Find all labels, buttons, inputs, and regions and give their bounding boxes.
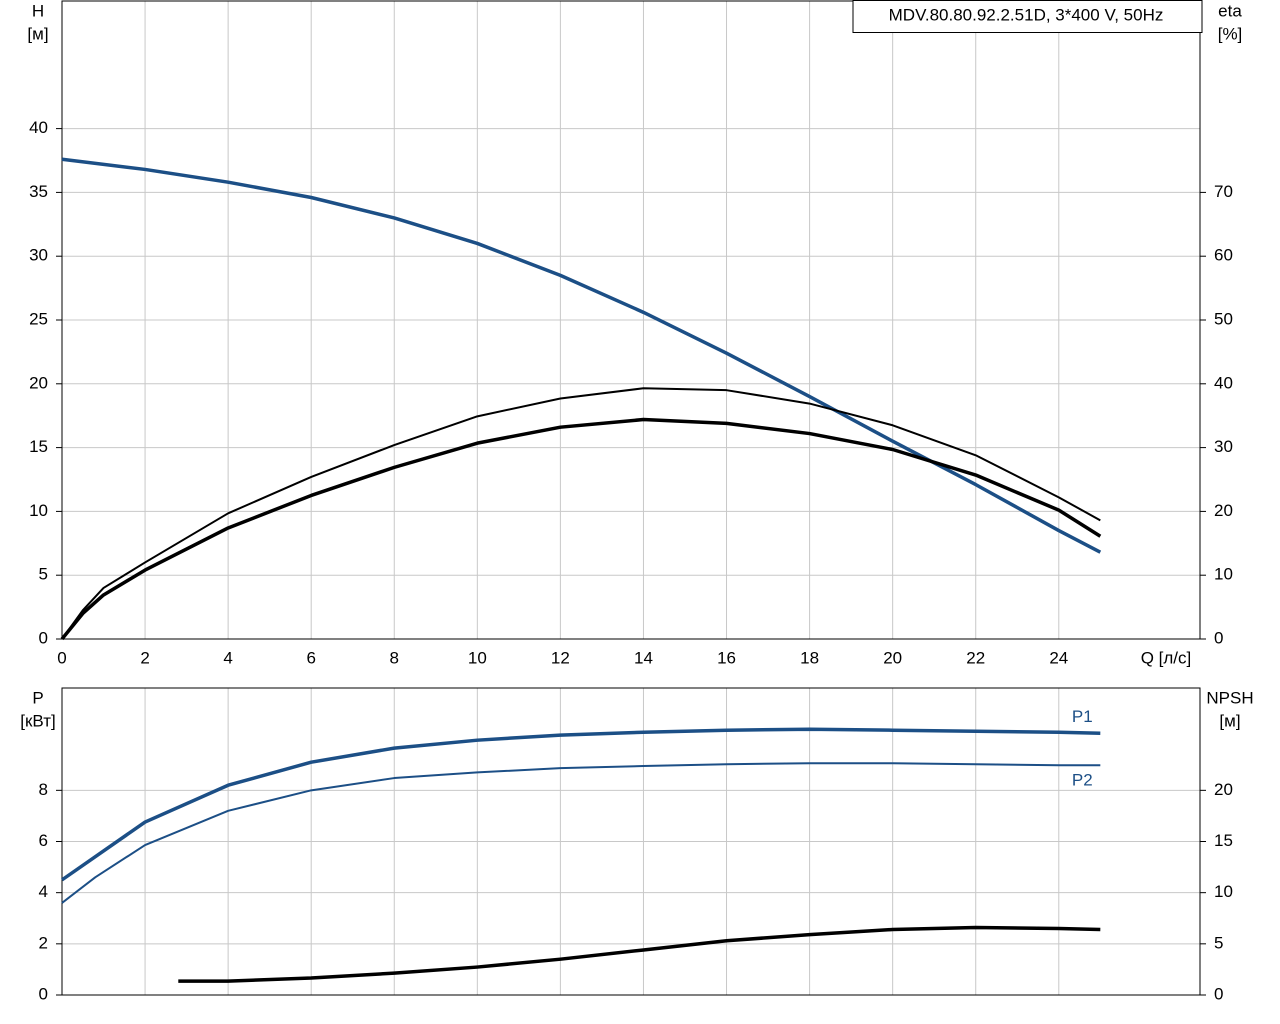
curve — [60, 417, 1102, 641]
y-tick-label: 30 — [29, 246, 48, 265]
y2-tick-label: 0 — [1214, 984, 1223, 1003]
x-tick-label: 16 — [717, 648, 736, 667]
y-tick-label: 0 — [39, 984, 48, 1003]
curve — [61, 762, 1101, 904]
y2-tick-label: 0 — [1214, 628, 1223, 647]
y2-tick-label: 60 — [1214, 246, 1233, 265]
curve — [61, 157, 1102, 554]
y2-tick-label: 20 — [1214, 501, 1233, 520]
y2-tick-label: 50 — [1214, 309, 1233, 328]
y2-tick-label: 40 — [1214, 373, 1233, 392]
curve — [61, 727, 1101, 882]
y2-tick-label: 15 — [1214, 831, 1233, 850]
y-tick-label: 15 — [29, 437, 48, 456]
curve — [61, 387, 1101, 640]
y2-axis-label: [м] — [1219, 711, 1240, 730]
x-tick-label: 0 — [57, 648, 66, 667]
y-tick-label: 0 — [39, 628, 48, 647]
y-tick-label: 2 — [39, 933, 48, 952]
y-axis-label: P — [32, 688, 43, 707]
y2-axis-label: [%] — [1218, 24, 1243, 43]
plot-border — [61, 687, 1201, 996]
x-tick-label: 18 — [800, 648, 819, 667]
series-label: P1 — [1072, 707, 1093, 726]
y2-tick-label: 10 — [1214, 565, 1233, 584]
x-tick-label: 14 — [634, 648, 653, 667]
plot-border — [61, 0, 1201, 640]
y2-tick-label: 10 — [1214, 882, 1233, 901]
y-tick-label: 40 — [29, 118, 48, 137]
y2-axis-label: NPSH — [1206, 688, 1253, 707]
curve — [178, 925, 1101, 983]
y-axis-label: [м] — [27, 24, 48, 43]
x-tick-label: 2 — [140, 648, 149, 667]
chart-title: MDV.80.80.92.2.51D, 3*400 V, 50Hz — [889, 5, 1164, 24]
x-tick-label: 6 — [306, 648, 315, 667]
y2-tick-label: 20 — [1214, 780, 1233, 799]
y-tick-label: 4 — [39, 882, 48, 901]
y-tick-label: 35 — [29, 182, 48, 201]
y-tick-label: 25 — [29, 309, 48, 328]
x-tick-label: 10 — [468, 648, 487, 667]
x-axis-label: Q [л/с] — [1141, 648, 1192, 667]
x-tick-label: 24 — [1049, 648, 1068, 667]
x-tick-label: 8 — [390, 648, 399, 667]
y-tick-label: 10 — [29, 501, 48, 520]
y2-axis-label: eta — [1218, 1, 1242, 20]
y-tick-label: 5 — [39, 565, 48, 584]
title-box — [852, 0, 1203, 33]
y-tick-label: 6 — [39, 831, 48, 850]
y-tick-label: 20 — [29, 373, 48, 392]
x-tick-label: 4 — [223, 648, 232, 667]
x-tick-label: 20 — [883, 648, 902, 667]
y-axis-label: H — [32, 1, 44, 20]
y2-tick-label: 30 — [1214, 437, 1233, 456]
y-axis-label: [кВт] — [20, 711, 55, 730]
x-tick-label: 12 — [551, 648, 570, 667]
y2-tick-label: 70 — [1214, 182, 1233, 201]
y-tick-label: 8 — [39, 780, 48, 799]
x-tick-label: 22 — [966, 648, 985, 667]
series-label: P2 — [1072, 771, 1093, 790]
y2-tick-label: 5 — [1214, 933, 1223, 952]
